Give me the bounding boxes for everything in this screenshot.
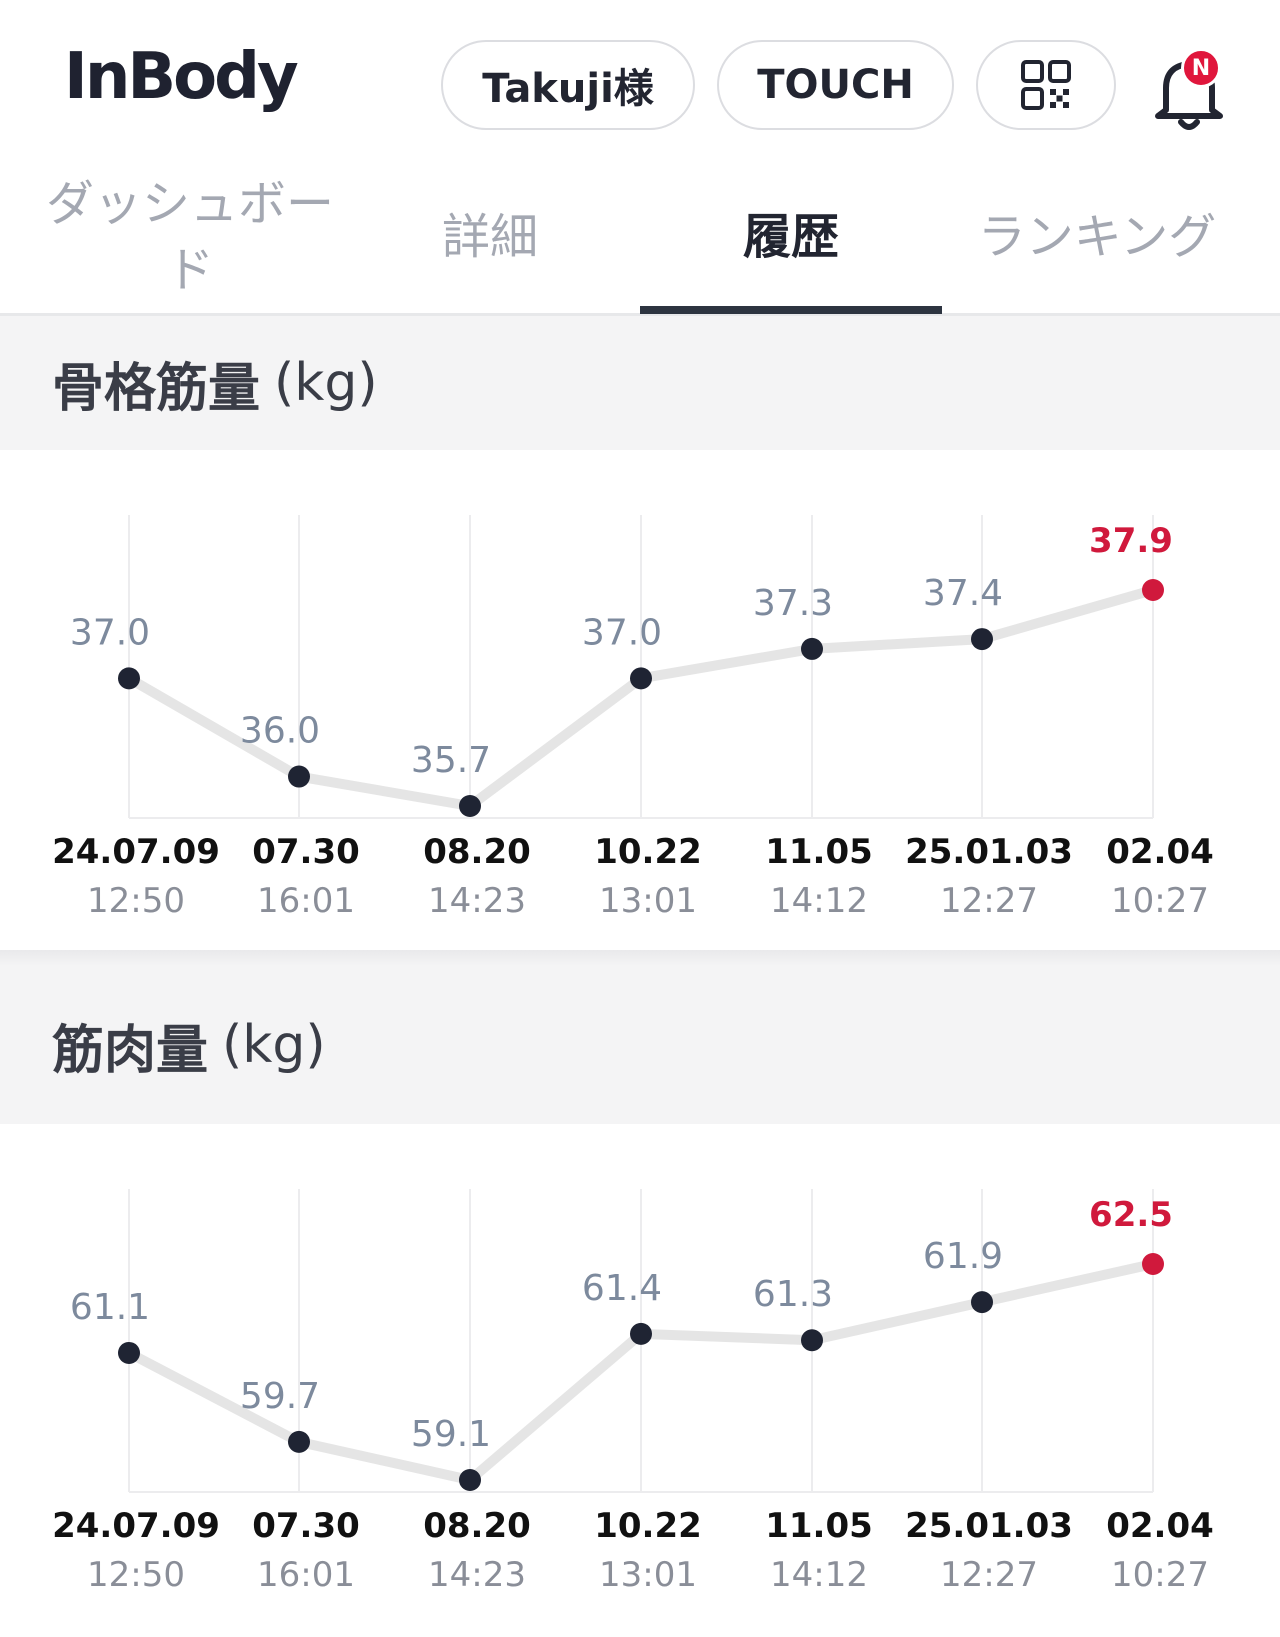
latest-data-point[interactable] [1142, 579, 1164, 601]
tab-ranking[interactable]: ランキング [977, 208, 1217, 265]
muscle-mass-chart: 61.1 24.07.09 12:50 59.7 07.30 16:01 59.1 08.20… [52, 1189, 1214, 1595]
data-value-label: 61.4 [582, 1268, 662, 1309]
section-unit: (kg) [274, 353, 378, 413]
x-tick-time: 16:01 [257, 881, 355, 921]
user-button[interactable]: Takuji様 [441, 40, 695, 130]
x-tick-date: 10.22 [594, 1506, 702, 1546]
section-unit: (kg) [222, 1015, 326, 1075]
data-value-label: 37.0 [582, 612, 662, 653]
x-tick-date: 25.01.03 [905, 832, 1073, 872]
active-tab-indicator [640, 306, 942, 314]
qr-code-icon [1021, 60, 1071, 110]
qr-button[interactable] [976, 40, 1116, 130]
x-tick-time: 14:23 [428, 1555, 526, 1595]
touch-button[interactable]: TOUCH [717, 40, 954, 130]
x-tick-date: 07.30 [252, 1506, 360, 1546]
data-value-label: 59.7 [240, 1376, 320, 1417]
data-value-label: 37.9 [1089, 521, 1173, 561]
data-point[interactable] [118, 667, 140, 690]
skeletal-muscle-chart: 37.0 24.07.09 12:50 36.0 07.30 16:01 35.7 08.20… [52, 515, 1214, 921]
section-header-skeletal-muscle: 骨格筋量 (kg) [0, 316, 1280, 450]
x-tick-time: 13:01 [599, 1555, 697, 1595]
data-value-label: 61.9 [923, 1236, 1003, 1277]
x-tick-date: 07.30 [252, 832, 360, 872]
x-tick-time: 12:27 [940, 881, 1038, 921]
notification-badge: N [1181, 48, 1221, 88]
section-header-muscle-mass: 筋肉量 (kg) [0, 966, 1280, 1124]
tab-bar: ダッシュボード 詳細 履歴 ランキング [0, 160, 1280, 316]
data-value-label: 37.3 [753, 583, 833, 624]
tab-detail[interactable]: 詳細 [441, 208, 538, 265]
x-tick-date: 08.20 [423, 1506, 531, 1546]
x-tick-time: 14:23 [428, 881, 526, 921]
data-value-label: 61.3 [753, 1274, 833, 1315]
x-tick-time: 12:27 [940, 1555, 1038, 1595]
x-tick-date: 11.05 [765, 1506, 873, 1546]
app-header: InBody Takuji様 TOUCH N [0, 0, 1280, 160]
x-tick-date: 08.20 [423, 832, 531, 872]
tab-history[interactable]: 履歴 [742, 208, 839, 265]
x-tick-time: 14:12 [770, 881, 868, 921]
data-point[interactable] [971, 1291, 993, 1314]
data-value-label: 37.0 [70, 612, 150, 653]
data-value-label: 61.1 [70, 1287, 150, 1328]
data-point[interactable] [459, 1469, 481, 1491]
x-tick-date: 25.01.03 [905, 1506, 1073, 1546]
section-divider [0, 950, 1280, 966]
x-tick-date: 10.22 [594, 832, 702, 872]
inbody-logo: InBody [64, 40, 299, 114]
x-tick-time: 10:27 [1111, 1555, 1209, 1595]
data-point[interactable] [288, 1430, 310, 1453]
section-title: 筋肉量 [52, 1020, 209, 1081]
x-tick-time: 12:50 [87, 881, 185, 921]
x-tick-time: 10:27 [1111, 881, 1209, 921]
x-tick-date: 24.07.09 [52, 832, 220, 872]
data-point[interactable] [459, 795, 481, 817]
data-value-label: 59.1 [411, 1414, 491, 1455]
data-point[interactable] [801, 1329, 823, 1352]
x-tick-date: 02.04 [1106, 832, 1214, 872]
x-tick-time: 14:12 [770, 1555, 868, 1595]
data-value-label: 62.5 [1089, 1195, 1173, 1235]
section-title: 骨格筋量 [52, 358, 261, 419]
data-point[interactable] [630, 1322, 652, 1345]
x-tick-date: 11.05 [765, 832, 873, 872]
x-tick-date: 02.04 [1106, 1506, 1214, 1546]
data-value-label: 36.0 [240, 711, 320, 752]
tab-dashboard[interactable]: ダッシュボード [45, 175, 334, 298]
data-value-label: 35.7 [411, 740, 491, 781]
data-point[interactable] [801, 637, 823, 660]
data-point[interactable] [118, 1341, 140, 1364]
data-point[interactable] [288, 765, 310, 788]
x-tick-time: 16:01 [257, 1555, 355, 1595]
data-point[interactable] [971, 628, 993, 651]
x-tick-time: 12:50 [87, 1555, 185, 1595]
data-point[interactable] [630, 667, 652, 690]
x-tick-time: 13:01 [599, 881, 697, 921]
data-value-label: 37.4 [923, 573, 1003, 614]
x-tick-date: 24.07.09 [52, 1506, 220, 1546]
latest-data-point[interactable] [1142, 1253, 1164, 1275]
